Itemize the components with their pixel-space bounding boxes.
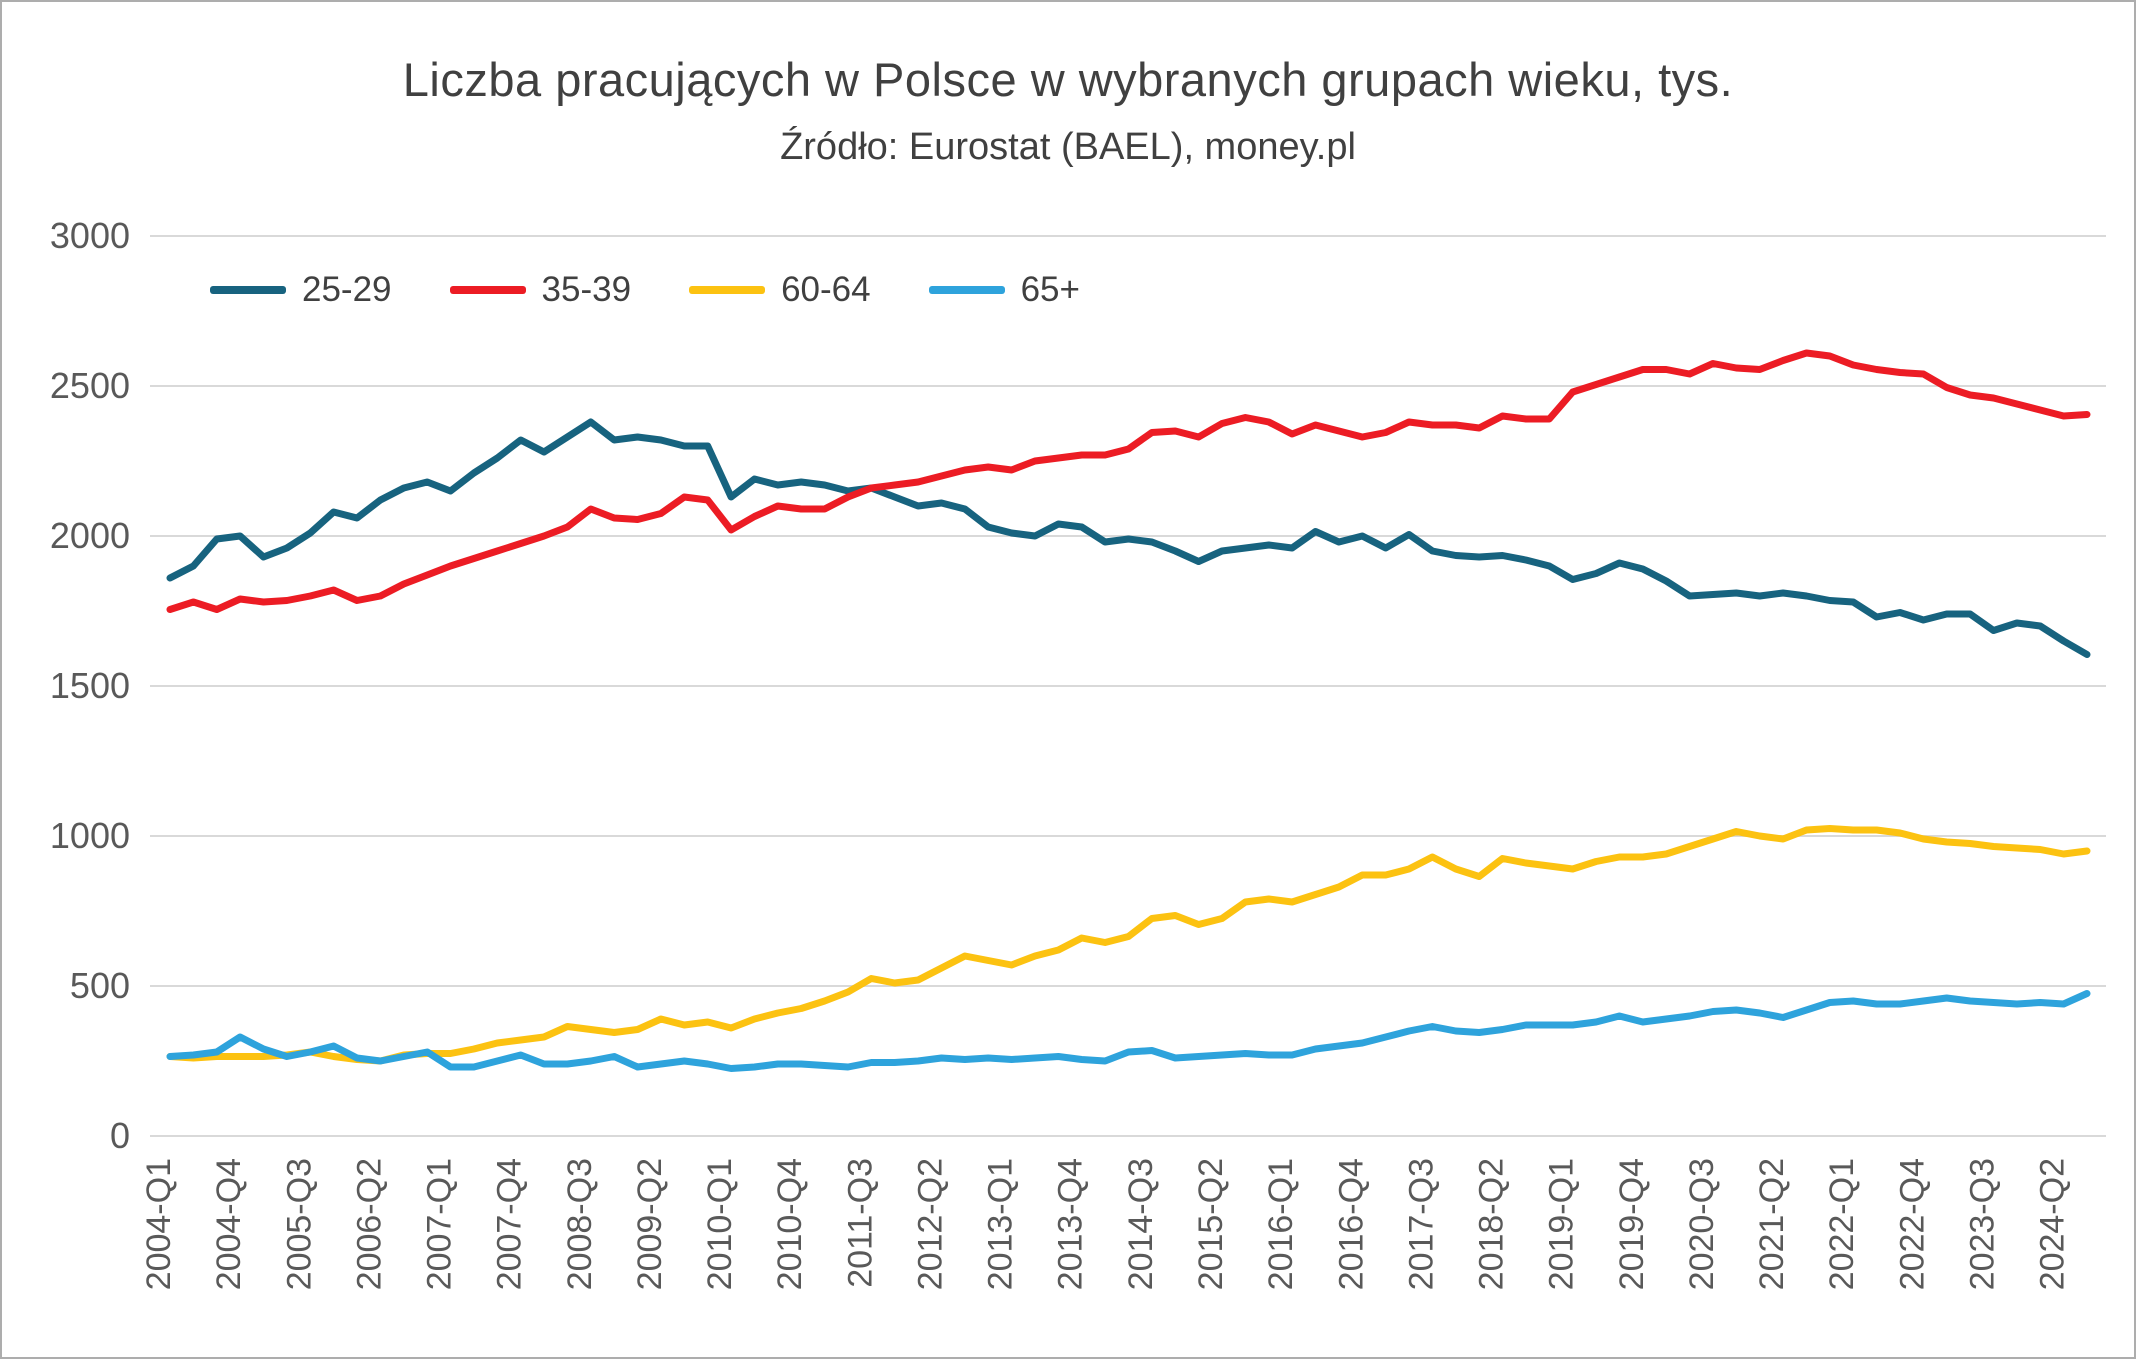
- x-axis-tick-label: 2011-Q3: [841, 1158, 879, 1288]
- legend-item-60-64: 60-64: [689, 270, 871, 310]
- legend-label: 65+: [1020, 270, 1080, 309]
- x-axis-tick-label: 2017-Q3: [1402, 1158, 1440, 1290]
- x-axis-tick-label: 2012-Q2: [911, 1158, 949, 1290]
- chart-subtitle: Źródło: Eurostat (BAEL), money.pl: [780, 126, 1356, 168]
- series-line-65+: [166, 990, 2091, 1072]
- series-line-60-64: [166, 825, 2091, 1065]
- x-axis-tick-label: 2019-Q1: [1543, 1158, 1581, 1290]
- x-axis-tick-label: 2004-Q1: [140, 1158, 178, 1290]
- x-axis-tick-label: 2020-Q3: [1683, 1158, 1721, 1290]
- x-axis-tick-label: 2024-Q2: [2034, 1158, 2072, 1290]
- x-axis-tick-label: 2019-Q4: [1613, 1158, 1651, 1290]
- y-axis-tick-label: 0: [110, 1115, 130, 1156]
- x-axis-tick-label: 2010-Q4: [771, 1158, 809, 1290]
- x-axis-tick-label: 2015-Q2: [1192, 1158, 1230, 1290]
- y-axis-tick-label: 1000: [50, 815, 130, 856]
- series-line-25-29: [166, 418, 2091, 658]
- x-axis-tick-label: 2022-Q4: [1893, 1158, 1931, 1290]
- legend: 25-29 35-39 60-64 65+: [210, 270, 1080, 310]
- x-axis-tick-label: 2023-Q3: [1963, 1158, 2001, 1290]
- y-axis-tick-label: 2500: [50, 365, 130, 406]
- y-axis-tick-label: 3000: [50, 215, 130, 256]
- legend-swatch-icon: [928, 286, 1005, 294]
- x-axis-tick-label: 2005-Q3: [280, 1158, 318, 1290]
- y-axis-tick-label: 2000: [50, 515, 130, 556]
- x-axis-tick-label: 2014-Q3: [1122, 1158, 1160, 1290]
- x-axis-tick-label: 2009-Q2: [631, 1158, 669, 1290]
- legend-label: 35-39: [541, 270, 632, 309]
- x-axis-tick-label: 2008-Q3: [561, 1158, 599, 1290]
- x-axis-tick-label: 2016-Q1: [1262, 1158, 1300, 1290]
- legend-item-65+: 65+: [928, 270, 1080, 310]
- series-line-35-39: [166, 349, 2091, 613]
- legend-swatch-icon: [449, 286, 526, 294]
- x-axis-tick-label: 2010-Q1: [701, 1158, 739, 1290]
- x-axis-tick-label: 2007-Q1: [421, 1158, 459, 1290]
- legend-item-35-39: 35-39: [449, 270, 632, 310]
- legend-label: 60-64: [781, 270, 871, 309]
- y-axis-tick-label: 1500: [50, 665, 130, 706]
- chart-title: Liczba pracujących w Polsce w wybranych …: [402, 53, 1734, 106]
- x-axis-tick-label: 2022-Q1: [1823, 1158, 1861, 1290]
- x-axis-tick-label: 2013-Q4: [1052, 1158, 1090, 1290]
- x-axis-tick-label: 2007-Q4: [491, 1158, 529, 1290]
- legend-swatch-icon: [689, 286, 766, 294]
- x-axis-tick-label: 2006-Q2: [350, 1158, 388, 1290]
- legend-item-25-29: 25-29: [210, 270, 392, 310]
- x-axis-tick-label: 2018-Q2: [1473, 1158, 1511, 1290]
- x-axis-tick-label: 2013-Q1: [982, 1158, 1020, 1290]
- x-axis-tick-label: 2016-Q4: [1332, 1158, 1370, 1290]
- legend-swatch-icon: [210, 286, 286, 294]
- y-axis-tick-label: 500: [70, 965, 130, 1006]
- x-axis-tick-label: 2004-Q4: [210, 1158, 248, 1290]
- x-axis-tick-label: 2021-Q2: [1753, 1158, 1791, 1290]
- legend-label: 25-29: [302, 270, 392, 309]
